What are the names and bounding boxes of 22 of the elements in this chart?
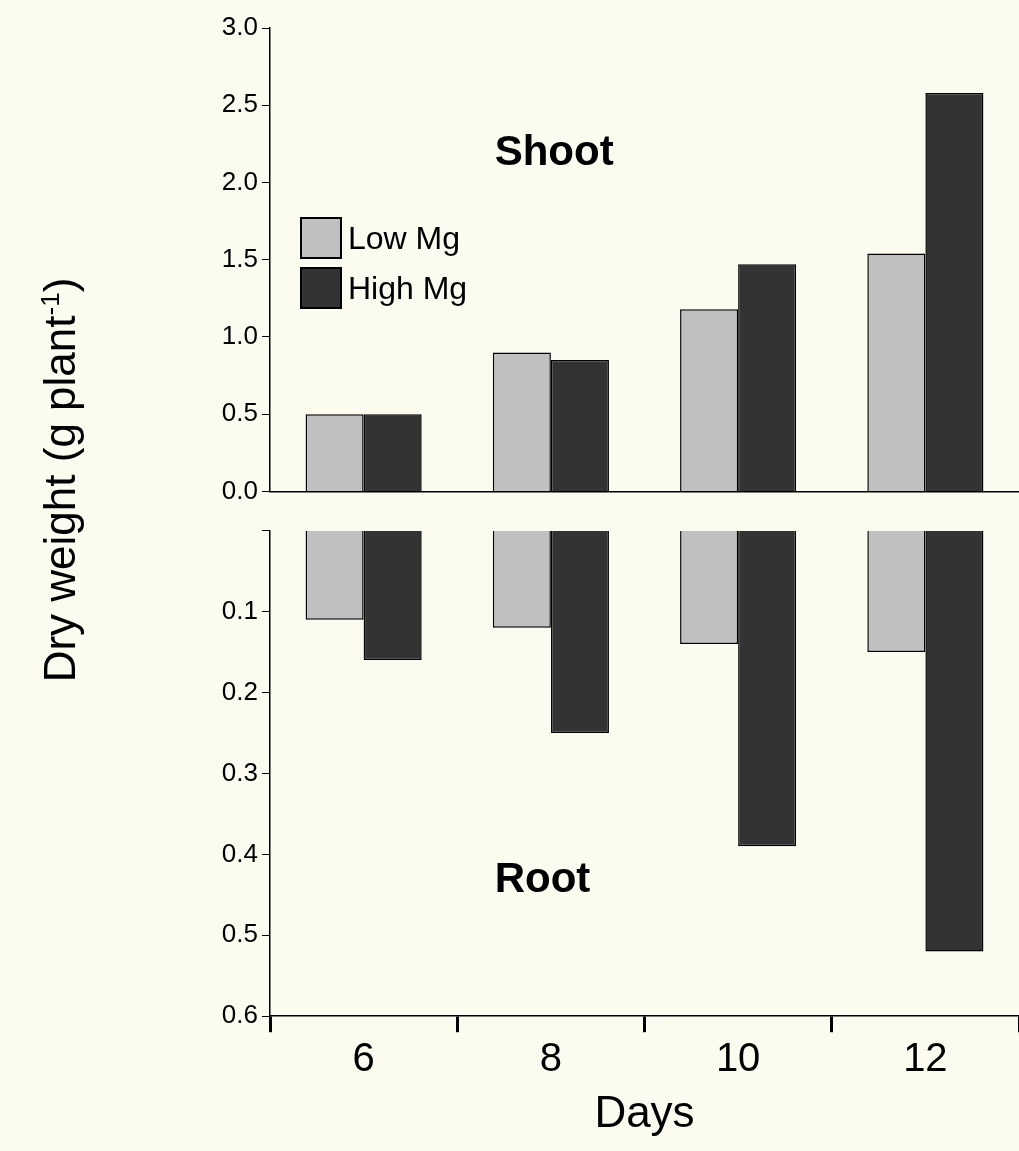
y-tick-label: 0.5 xyxy=(221,397,258,428)
annotation: Shoot xyxy=(494,126,614,174)
y-tick-label: 0.6 xyxy=(221,999,258,1030)
x-tick-label: 12 xyxy=(903,1035,948,1080)
y-tick-label: 2.0 xyxy=(221,165,258,196)
y-tick-label: 0.3 xyxy=(221,756,258,787)
y-tick-label: 1.0 xyxy=(221,320,258,351)
y-tick-label: 0.4 xyxy=(221,837,258,868)
x-tick-label: 8 xyxy=(539,1035,562,1080)
x-tick-label: 6 xyxy=(352,1035,375,1080)
annotation: Root xyxy=(494,853,591,901)
y-tick-label: 1.5 xyxy=(221,242,258,273)
y-tick-label: 0.2 xyxy=(221,675,258,706)
legend-label: Low Mg xyxy=(348,219,461,257)
x-tick-label: 10 xyxy=(715,1035,761,1080)
y-tick-label: 3.0 xyxy=(221,11,258,42)
y-tick-label: 0.1 xyxy=(221,594,258,625)
y-tick-label: 2.5 xyxy=(221,88,258,119)
x-axis-title: Days xyxy=(594,1086,695,1136)
y-tick-label: 0.5 xyxy=(221,918,258,949)
y-tick-label: 0.0 xyxy=(221,474,258,505)
legend-label: High Mg xyxy=(348,269,468,307)
